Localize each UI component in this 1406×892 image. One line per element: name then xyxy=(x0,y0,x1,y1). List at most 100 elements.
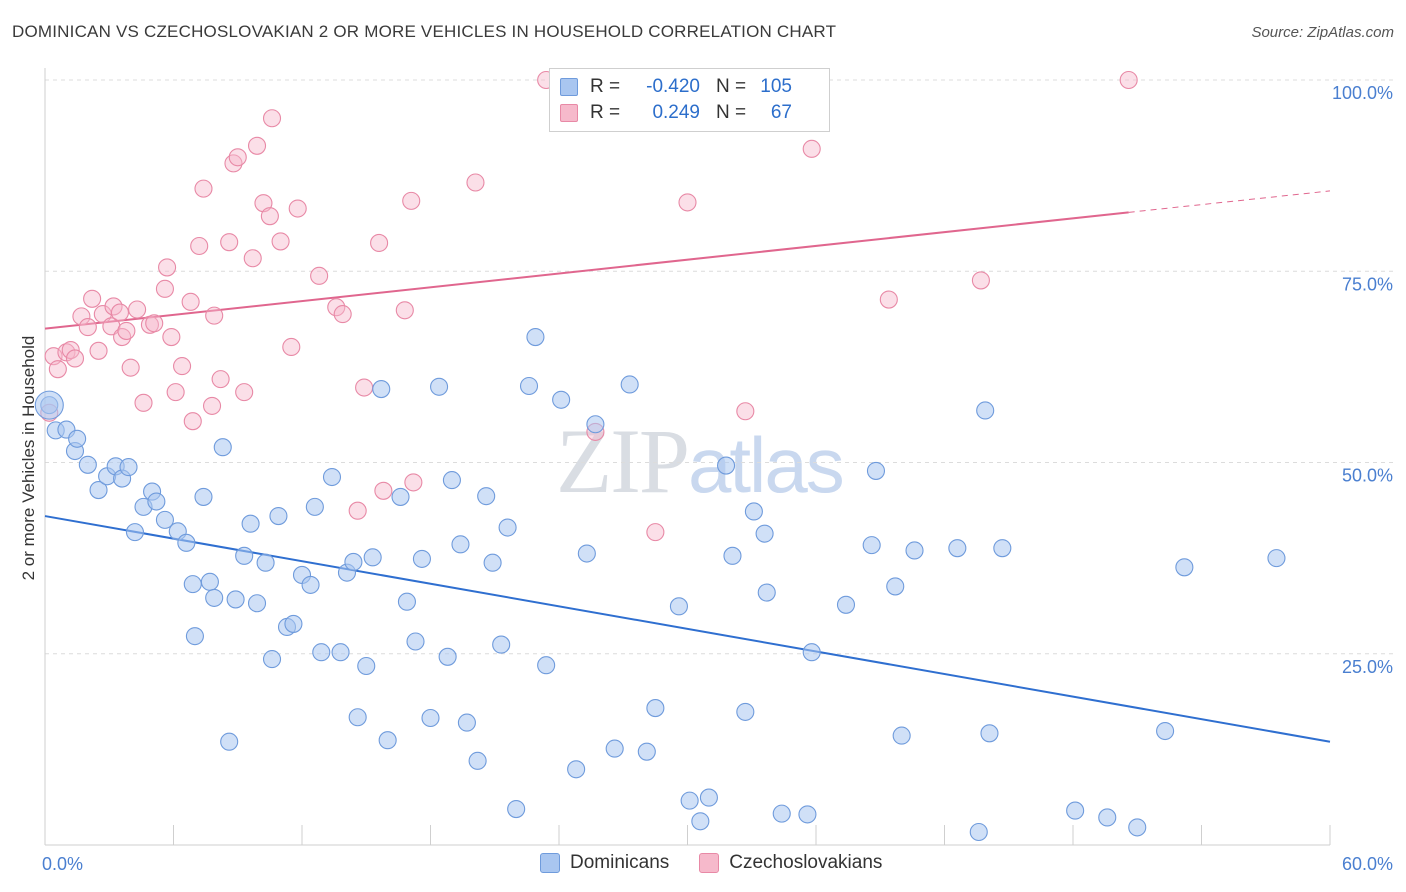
point-dominicans xyxy=(348,708,367,727)
trend-lines xyxy=(44,190,1331,743)
point-dominicans xyxy=(391,487,410,506)
point-czechoslovakians xyxy=(173,357,192,376)
point-czechoslovakians xyxy=(89,341,108,360)
point-czechoslovakians xyxy=(260,207,279,226)
point-czechoslovakians xyxy=(61,340,80,360)
point-czechoslovakians xyxy=(117,321,136,340)
point-dominicans xyxy=(969,822,988,842)
point-czechoslovakians xyxy=(370,233,389,252)
point-czechoslovakians xyxy=(166,383,185,402)
point-czechoslovakians xyxy=(145,314,164,333)
y-tick-label: 25.0% xyxy=(1342,657,1393,677)
legend-r-label: R = xyxy=(590,102,621,123)
point-czechoslovakians xyxy=(1119,70,1138,90)
point-czechoslovakians xyxy=(282,337,301,357)
point-dominicans xyxy=(68,429,87,448)
data-points xyxy=(34,70,1286,842)
point-dominicans xyxy=(691,812,710,831)
point-czechoslovakians xyxy=(78,318,97,337)
legend-r-value: -0.420 xyxy=(646,76,700,97)
point-dominicans xyxy=(344,552,363,572)
point-dominicans xyxy=(976,401,995,420)
point-czechoslovakians xyxy=(72,307,91,326)
point-dominicans xyxy=(194,487,213,506)
legend-item-czechoslovakians: Czechoslovakians xyxy=(699,852,882,874)
point-czechoslovakians xyxy=(333,305,352,324)
point-dominicans xyxy=(862,536,881,555)
point-dominicans xyxy=(744,502,763,521)
point-czechoslovakians xyxy=(48,360,67,379)
point-dominicans xyxy=(119,458,138,477)
point-czechoslovakians xyxy=(271,232,290,251)
trend-line-dominicans xyxy=(44,515,1331,743)
point-dominicans xyxy=(284,614,303,633)
y-axis-label: 2 or more Vehicles in Household xyxy=(19,336,38,581)
point-dominicans xyxy=(757,583,776,602)
legend-swatch xyxy=(540,853,560,873)
point-czechoslovakians xyxy=(879,290,898,309)
point-dominicans xyxy=(89,480,108,500)
point-dominicans xyxy=(498,518,517,537)
point-dominicans xyxy=(378,731,397,750)
point-czechoslovakians xyxy=(181,292,200,311)
point-czechoslovakians xyxy=(65,349,85,368)
legend-n-label: N = xyxy=(716,102,747,123)
point-dominicans xyxy=(269,506,288,526)
point-dominicans xyxy=(220,732,239,751)
point-czechoslovakians xyxy=(110,303,130,322)
point-dominicans xyxy=(755,524,774,543)
point-dominicans xyxy=(397,592,416,611)
point-dominicans xyxy=(492,635,511,654)
point-dominicans xyxy=(993,539,1012,558)
point-czechoslovakians xyxy=(121,358,140,377)
stats-legend: R = -0.420 N = 105 R = 0.249 N = 67 xyxy=(549,68,830,132)
watermark-atlas: atlas xyxy=(688,421,845,509)
point-dominicans xyxy=(468,751,487,770)
y-tick-label: 100.0% xyxy=(1332,83,1393,103)
point-dominicans xyxy=(519,376,539,396)
point-dominicans xyxy=(886,577,905,596)
point-czechoslovakians xyxy=(247,136,267,155)
point-dominicans xyxy=(1175,558,1194,577)
point-czechoslovakians xyxy=(194,179,213,198)
point-dominicans xyxy=(646,699,665,718)
legend-n-value: 67 xyxy=(770,102,792,123)
point-czechoslovakians xyxy=(243,249,262,268)
legend-r-label: R = xyxy=(590,76,621,97)
point-czechoslovakians xyxy=(404,473,423,492)
legend-label: Dominicans xyxy=(570,852,670,873)
point-dominicans-large xyxy=(34,390,64,420)
point-dominicans xyxy=(905,541,924,560)
legend-r-value: 0.249 xyxy=(652,102,700,123)
legend-swatch-czechoslovakians xyxy=(560,104,578,122)
point-dominicans xyxy=(836,595,856,614)
legend-swatch xyxy=(699,853,720,873)
point-dominicans xyxy=(699,788,718,807)
point-dominicans xyxy=(177,533,196,552)
point-dominicans xyxy=(241,514,260,533)
point-dominicans xyxy=(772,804,791,823)
point-dominicans xyxy=(256,553,275,572)
point-dominicans xyxy=(226,590,245,609)
tick-labels: 25.0% 50.0% 75.0% 100.0% 0.0% 60.0% xyxy=(42,83,1393,874)
point-dominicans xyxy=(322,467,342,487)
point-czechoslovakians xyxy=(211,370,230,389)
legend-n-label: N = xyxy=(716,76,747,97)
point-dominicans xyxy=(262,650,282,669)
point-czechoslovakians xyxy=(203,396,222,415)
point-dominicans xyxy=(537,656,556,675)
point-dominicans xyxy=(205,588,224,607)
legend-swatch-dominicans xyxy=(560,78,578,96)
point-dominicans xyxy=(1267,549,1286,568)
y-tick-label: 75.0% xyxy=(1342,274,1393,294)
point-dominicans xyxy=(1128,818,1147,837)
trend-line-czechoslovakians xyxy=(44,211,1129,330)
point-czechoslovakians xyxy=(262,109,282,128)
point-czechoslovakians xyxy=(83,289,102,308)
point-dominicans xyxy=(723,546,742,565)
point-czechoslovakians xyxy=(235,383,254,402)
point-czechoslovakians xyxy=(971,271,990,290)
point-dominicans xyxy=(567,760,586,779)
point-dominicans xyxy=(247,594,267,613)
point-czechoslovakians xyxy=(802,139,821,158)
